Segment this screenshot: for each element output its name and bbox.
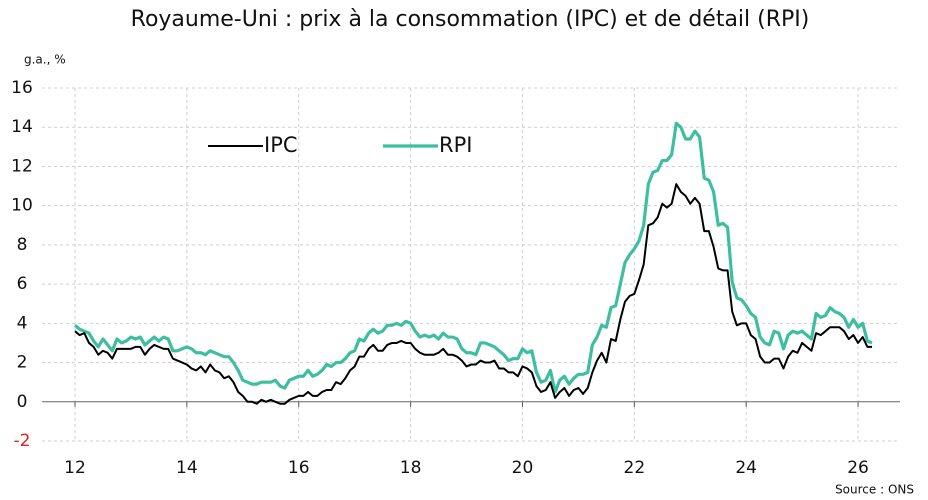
chart-title: Royaume-Uni : prix à la consommation (IP… [131, 7, 810, 32]
y-tick-label: 0 [17, 392, 28, 412]
x-tick-label: 14 [176, 458, 198, 478]
y-axis-label: g.a., % [24, 53, 66, 67]
y-tick-label: 4 [17, 313, 28, 333]
source: Source : ONS [835, 483, 914, 497]
legend-label: IPC [264, 133, 298, 157]
x-tick-label: 12 [64, 458, 86, 478]
legend-label: RPI [439, 133, 472, 157]
x-tick-label: 18 [400, 458, 422, 478]
y-tick-label: 14 [11, 117, 33, 137]
x-tick-label: 22 [624, 458, 646, 478]
y-tick-label: 8 [17, 235, 28, 255]
y-tick-label: 6 [17, 274, 28, 294]
line-series [73, 121, 873, 394]
x-tick-label: 20 [512, 458, 534, 478]
y-tick-label: 10 [11, 196, 33, 216]
x-tick-label: 24 [735, 458, 757, 478]
y-tick-label: 2 [17, 353, 28, 373]
line-series [74, 183, 873, 405]
y-tick-label: -2 [14, 431, 31, 451]
y-tick-label: 12 [11, 156, 33, 176]
x-tick-label: 26 [847, 458, 869, 478]
x-tick-label: 16 [288, 458, 310, 478]
y-tick-label: 16 [11, 78, 33, 98]
